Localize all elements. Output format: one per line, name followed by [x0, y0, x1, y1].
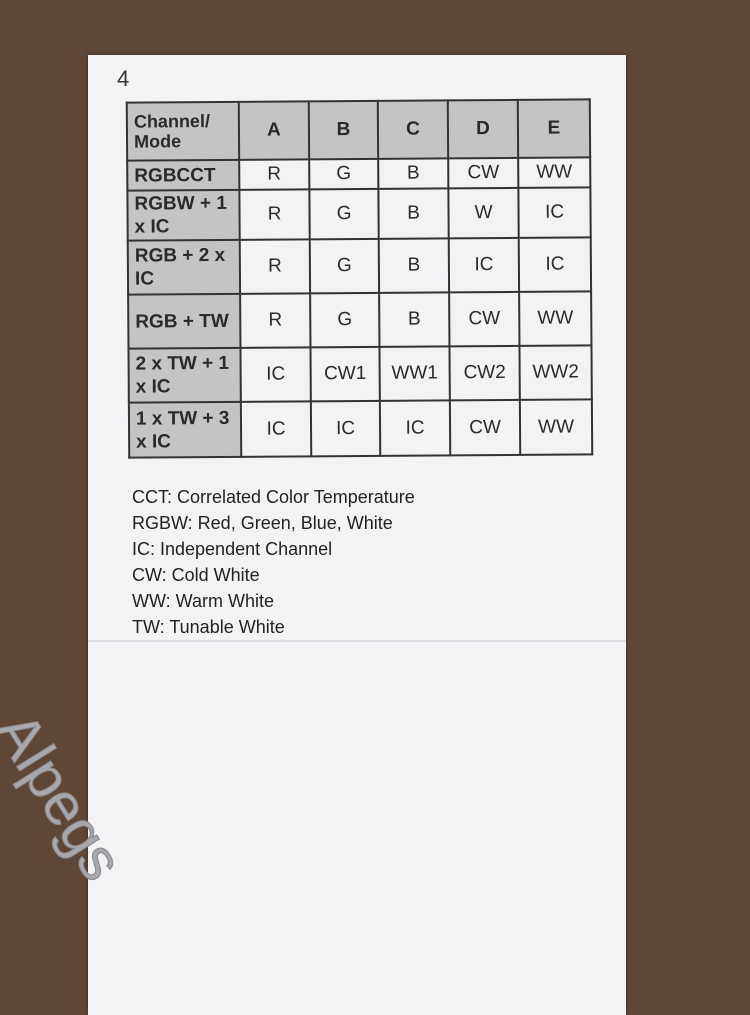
legend-item: CW: Cold White	[132, 565, 260, 585]
table-row: 1 x TW + 3 x IC IC IC IC CW WW	[128, 399, 593, 458]
header-cell: E	[517, 99, 591, 158]
channel-cell: IC	[310, 400, 381, 457]
channel-cell: IC	[448, 237, 520, 293]
header-cell: C	[377, 100, 449, 159]
row-mode-cell: 2 x TW + 1 x IC	[128, 347, 241, 403]
legend-item: CCT: Correlated Color Temperature	[132, 487, 415, 507]
legend-item: RGBW: Red, Green, Blue, White	[132, 513, 393, 533]
header-cell: B	[308, 100, 379, 160]
channel-mode-table: Channel/ Mode A B C D E RGBCCT R G B CW WW RGB…	[126, 98, 593, 458]
table-row: RGB + TW R G B CW WW	[128, 291, 592, 349]
channel-cell: CW1	[310, 346, 380, 402]
header-cell: D	[447, 99, 519, 159]
row-mode-cell: 1 x TW + 3 x IC	[128, 401, 242, 458]
channel-cell: B	[379, 292, 450, 347]
page-number: 4	[117, 66, 130, 91]
channel-cell: IC	[518, 187, 591, 238]
channel-cell: G	[309, 188, 379, 240]
channel-cell: IC	[379, 400, 451, 456]
legend-item: TW: Tunable White	[132, 617, 285, 637]
table-header-row: Channel/ Mode A B C D E	[126, 99, 591, 161]
channel-cell: CW2	[449, 345, 520, 401]
legend-item: IC: Independent Channel	[132, 539, 333, 559]
channel-cell: R	[240, 293, 311, 348]
channel-cell: R	[239, 189, 310, 240]
channel-cell: W	[448, 187, 519, 239]
legend-item: WW: Warm White	[132, 591, 274, 611]
channel-cell: IC	[518, 237, 592, 292]
channel-cell: CW	[449, 399, 521, 456]
channel-cell: B	[378, 188, 449, 239]
row-mode-cell: RGBCCT	[127, 159, 240, 191]
channel-cell: G	[309, 238, 380, 294]
row-mode-cell: RGB + TW	[128, 293, 241, 349]
channel-cell: IC	[240, 401, 312, 457]
channel-cell: R	[239, 239, 311, 294]
header-cell: A	[238, 101, 310, 160]
channel-cell: CW	[448, 157, 519, 189]
abbreviation-legend: CCT: Correlated Color Temperature RGBW: …	[132, 484, 415, 640]
row-mode-cell: RGB + 2 x IC	[127, 239, 241, 295]
channel-cell: B	[378, 158, 449, 189]
channel-cell: R	[239, 159, 310, 190]
table-row: RGBW + 1 x IC R G B W IC	[127, 187, 591, 241]
channel-cell: WW	[519, 291, 592, 346]
channel-cell: CW	[449, 291, 520, 347]
page-fold	[88, 640, 626, 642]
table-row: RGBCCT R G B CW WW	[127, 157, 591, 191]
channel-cell: WW1	[379, 346, 450, 401]
channel-cell: G	[310, 292, 380, 348]
channel-cell: G	[309, 158, 379, 190]
channel-cell: WW	[519, 399, 593, 455]
table-row: 2 x TW + 1 x IC IC CW1 WW1 CW2 WW2	[128, 345, 592, 403]
header-cell: Channel/ Mode	[126, 101, 240, 161]
channel-cell: IC	[240, 347, 311, 402]
channel-cell: WW	[518, 157, 591, 188]
channel-cell: WW2	[519, 345, 592, 400]
row-mode-cell: RGBW + 1 x IC	[127, 189, 240, 241]
channel-cell: B	[378, 238, 450, 293]
table-row: RGB + 2 x IC R G B IC IC	[127, 237, 592, 295]
